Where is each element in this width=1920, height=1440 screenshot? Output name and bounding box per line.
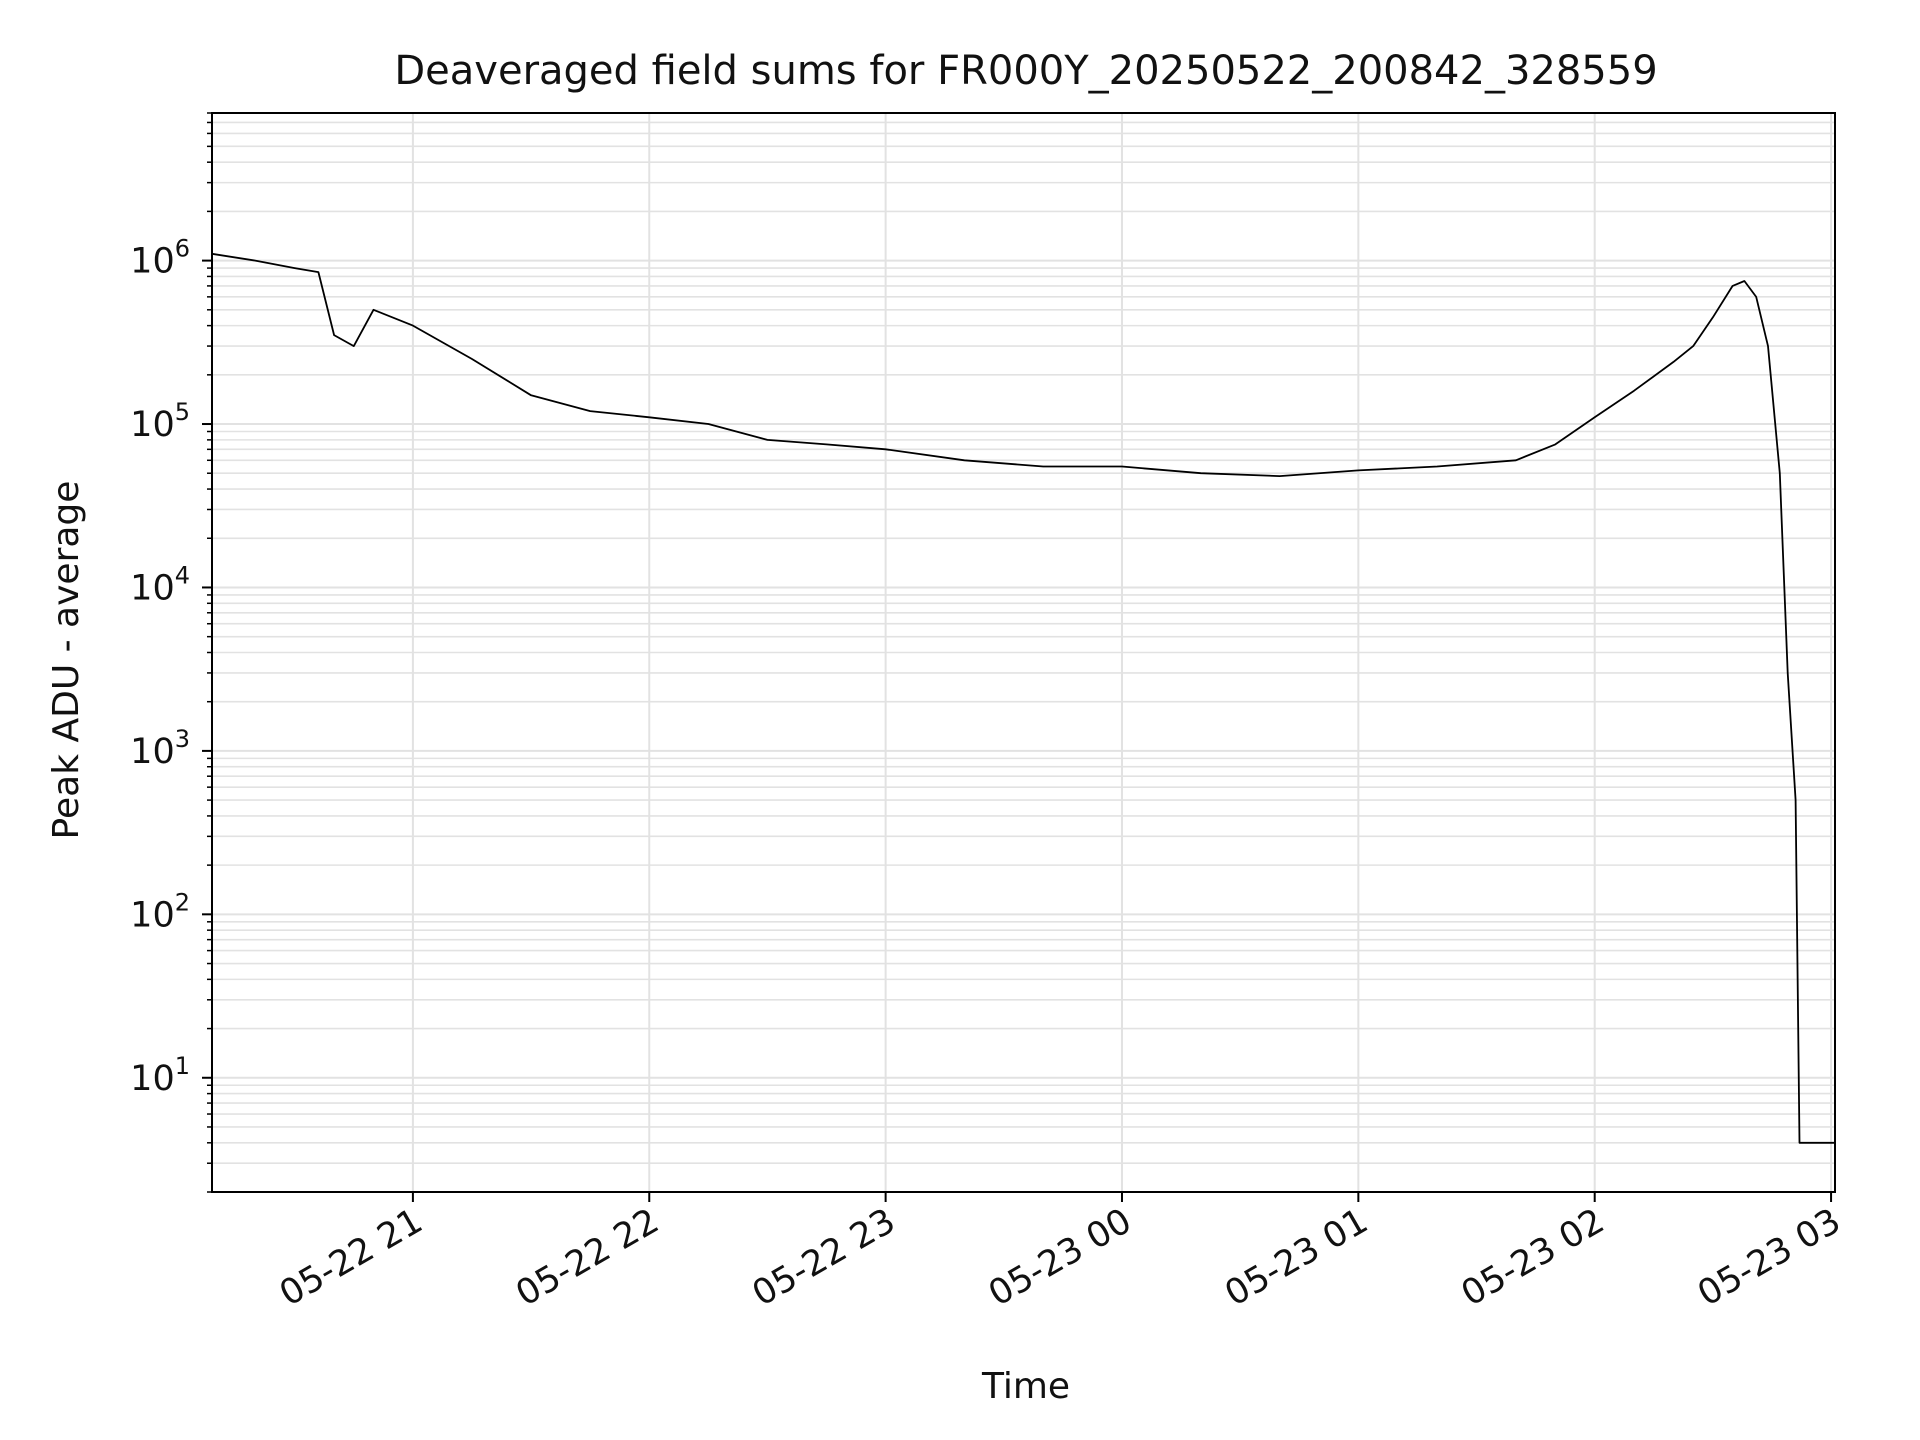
y-tick-label: 105 (130, 398, 190, 445)
x-axis-label: Time (981, 1366, 1070, 1407)
y-axis-label: Peak ADU - average (46, 481, 87, 840)
chart-title: Deaveraged field sums for FR000Y_2025052… (394, 48, 1657, 94)
series-layer (211, 252, 1835, 1144)
y-tick-label: 104 (130, 561, 190, 608)
series-line (211, 252, 1835, 1144)
y-tick-label: 101 (130, 1052, 190, 1099)
y-tick-label: 103 (130, 725, 190, 772)
y-tick-label: 106 (130, 235, 190, 282)
y-tick-label: 102 (130, 888, 190, 935)
